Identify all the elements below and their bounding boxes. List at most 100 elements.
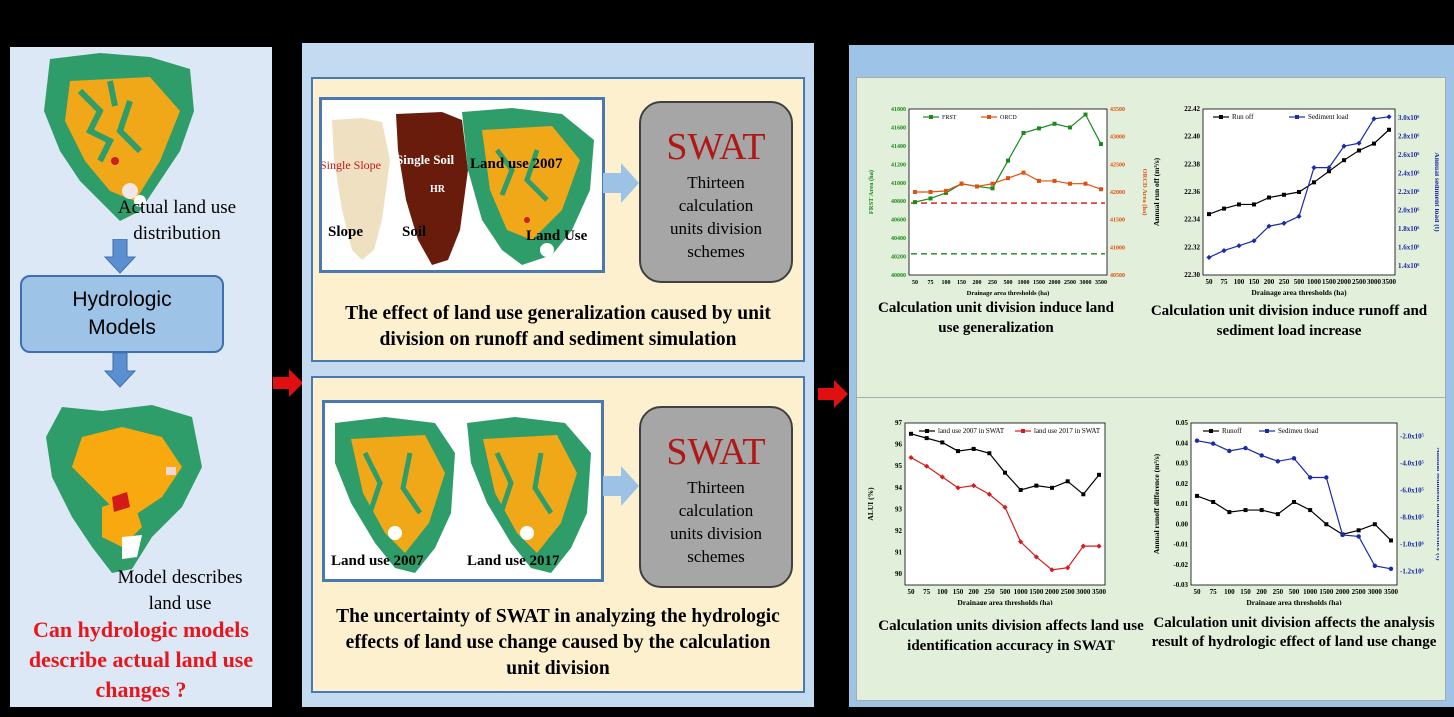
x-tick-label: 100 bbox=[1234, 278, 1245, 286]
land-use-label: Land Use bbox=[526, 228, 588, 244]
x-tick-label: 75 bbox=[1221, 278, 1229, 286]
left-panel: Actual land use distribution Hydrologic … bbox=[10, 47, 272, 707]
data-point bbox=[924, 436, 929, 441]
y-right-tick-label: -6.0x10⁵ bbox=[1400, 487, 1424, 495]
y-tick-label: 96 bbox=[895, 441, 903, 449]
x-tick-label: 3500 bbox=[1382, 278, 1397, 286]
y-right-tick-label: 43000 bbox=[1110, 135, 1125, 141]
uncertainty-box: Land use 2007 Land use 2017 SWAT Thirtee… bbox=[311, 376, 805, 693]
y-right-tick-label: 2.2x10⁶ bbox=[1398, 188, 1419, 196]
data-point bbox=[1324, 475, 1329, 480]
legend-marker bbox=[1021, 429, 1025, 433]
legend-marker bbox=[929, 115, 933, 119]
data-point bbox=[1356, 534, 1361, 539]
swat-description: Thirteen calculation units division sche… bbox=[669, 173, 763, 261]
data-point bbox=[956, 449, 960, 454]
y-tick-label: 90 bbox=[895, 570, 903, 578]
x-axis-label: Drainage area thresholds (ha) bbox=[967, 290, 1050, 297]
right-panel: 50 75 100 150 200 250 500 1000 1500 2000 2500 3000 3… bbox=[849, 45, 1454, 707]
x-tick-label: 3000 bbox=[1368, 588, 1383, 596]
data-point bbox=[1308, 508, 1313, 513]
data-point bbox=[1033, 554, 1039, 560]
data-point bbox=[1065, 565, 1071, 571]
y-right-tick-label: 1.4x10⁶ bbox=[1398, 262, 1419, 270]
x-tick-label: 150 bbox=[953, 588, 964, 596]
swat-title-bottom: SWAT bbox=[666, 431, 766, 473]
chart-alui: 50 75 100 150 200 250 500 1000 1500 2000 2500 3000 3… bbox=[866, 419, 1107, 605]
data-point bbox=[1097, 472, 1101, 477]
data-point bbox=[1006, 158, 1010, 163]
data-point bbox=[1282, 192, 1286, 197]
x-tick-label: 75 bbox=[928, 280, 934, 286]
x-tick-label: 500 bbox=[1000, 588, 1011, 596]
data-point bbox=[1243, 508, 1248, 513]
y-tick-label: -0.01 bbox=[1173, 541, 1188, 549]
y-tick-label: -0.03 bbox=[1173, 581, 1188, 589]
uncertainty-caption: The uncertainty of SWAT in analyzing the… bbox=[336, 606, 780, 679]
data-point bbox=[1389, 538, 1393, 543]
data-point bbox=[1068, 181, 1072, 186]
data-point bbox=[959, 181, 964, 186]
x-tick-label: 500 bbox=[1289, 588, 1300, 596]
data-point bbox=[1356, 528, 1361, 533]
data-point bbox=[1327, 169, 1331, 174]
caption-generalization: Calculation unit division induce land us… bbox=[878, 300, 1114, 336]
x-axis-label: Drainage area thresholds (ha) bbox=[957, 598, 1053, 605]
x-tick-label: 2500 bbox=[1061, 588, 1076, 596]
y-tick-label: 0.00 bbox=[1176, 520, 1189, 528]
x-tick-label: 500 bbox=[1004, 280, 1013, 286]
data-point bbox=[975, 184, 979, 189]
x-tick-label: 1000 bbox=[1018, 280, 1030, 286]
legend-marker bbox=[1295, 115, 1299, 119]
y-right-tick-label: 42500 bbox=[1110, 162, 1125, 168]
swat-box-bottom: SWAT Thirteen calculation units division… bbox=[639, 406, 793, 588]
data-point bbox=[1275, 512, 1280, 517]
y-tick-label: 94 bbox=[895, 484, 903, 492]
data-point bbox=[1259, 453, 1264, 458]
y-tick-label: 22.34 bbox=[1184, 216, 1200, 224]
legend-label: Sediment load bbox=[1308, 113, 1349, 121]
data-point bbox=[1267, 195, 1271, 200]
x-tick-label: 200 bbox=[1264, 278, 1275, 286]
x-tick-label: 50 bbox=[1194, 588, 1202, 596]
land-use-2017-label: Land use 2017 bbox=[467, 553, 560, 569]
data-point bbox=[1003, 470, 1007, 475]
x-axis-label: Drainage area thresholds (ha) bbox=[1246, 598, 1342, 605]
y-right-tick-label: 1.8x10⁶ bbox=[1398, 225, 1419, 233]
data-point bbox=[1002, 504, 1008, 510]
legend-marker bbox=[1209, 429, 1213, 433]
actual-land-use-label: Actual land use distribution bbox=[117, 197, 237, 244]
data-point bbox=[1227, 448, 1232, 454]
x-tick-label: 50 bbox=[908, 588, 916, 596]
data-point bbox=[1291, 456, 1297, 461]
x-tick-label: 3500 bbox=[1384, 588, 1399, 596]
layers-graphic bbox=[332, 108, 594, 265]
data-point bbox=[1195, 493, 1199, 498]
data-point bbox=[1037, 126, 1041, 131]
data-point bbox=[913, 190, 917, 194]
x-tick-label: 3500 bbox=[1092, 588, 1107, 596]
data-point bbox=[1050, 485, 1054, 490]
x-tick-label: 75 bbox=[1210, 588, 1218, 596]
y-axis-label: Annual runoff difference (m³/s) bbox=[1152, 453, 1161, 554]
hydrologic-models-label: Hydrologic Models bbox=[72, 288, 172, 339]
y-tick-label: 40600 bbox=[891, 218, 906, 224]
y-axis-label: ALUI (%) bbox=[866, 487, 875, 521]
data-point bbox=[1292, 499, 1296, 504]
chart-difference: 50 75 100 150 200 250 500 1000 1500 2000 2500 3000 3… bbox=[1152, 419, 1439, 605]
data-point bbox=[1312, 180, 1316, 185]
x-tick-label: 250 bbox=[984, 588, 995, 596]
y-tick-label: 22.38 bbox=[1184, 160, 1200, 168]
data-point bbox=[1357, 148, 1361, 153]
y-tick-label: -0.02 bbox=[1173, 561, 1188, 569]
data-point bbox=[1194, 438, 1200, 443]
caption-runoff-increase: Calculation unit division induce runoff … bbox=[1150, 303, 1428, 339]
data-point bbox=[1052, 121, 1057, 126]
y-tick-label: 41200 bbox=[891, 162, 906, 168]
data-point bbox=[1006, 176, 1010, 181]
data-point bbox=[928, 190, 933, 194]
hr-label: HR bbox=[430, 184, 445, 195]
x-tick-label: 100 bbox=[1224, 588, 1235, 596]
arrow-down-icon bbox=[104, 239, 136, 274]
y-tick-label: 0.05 bbox=[1176, 419, 1189, 427]
